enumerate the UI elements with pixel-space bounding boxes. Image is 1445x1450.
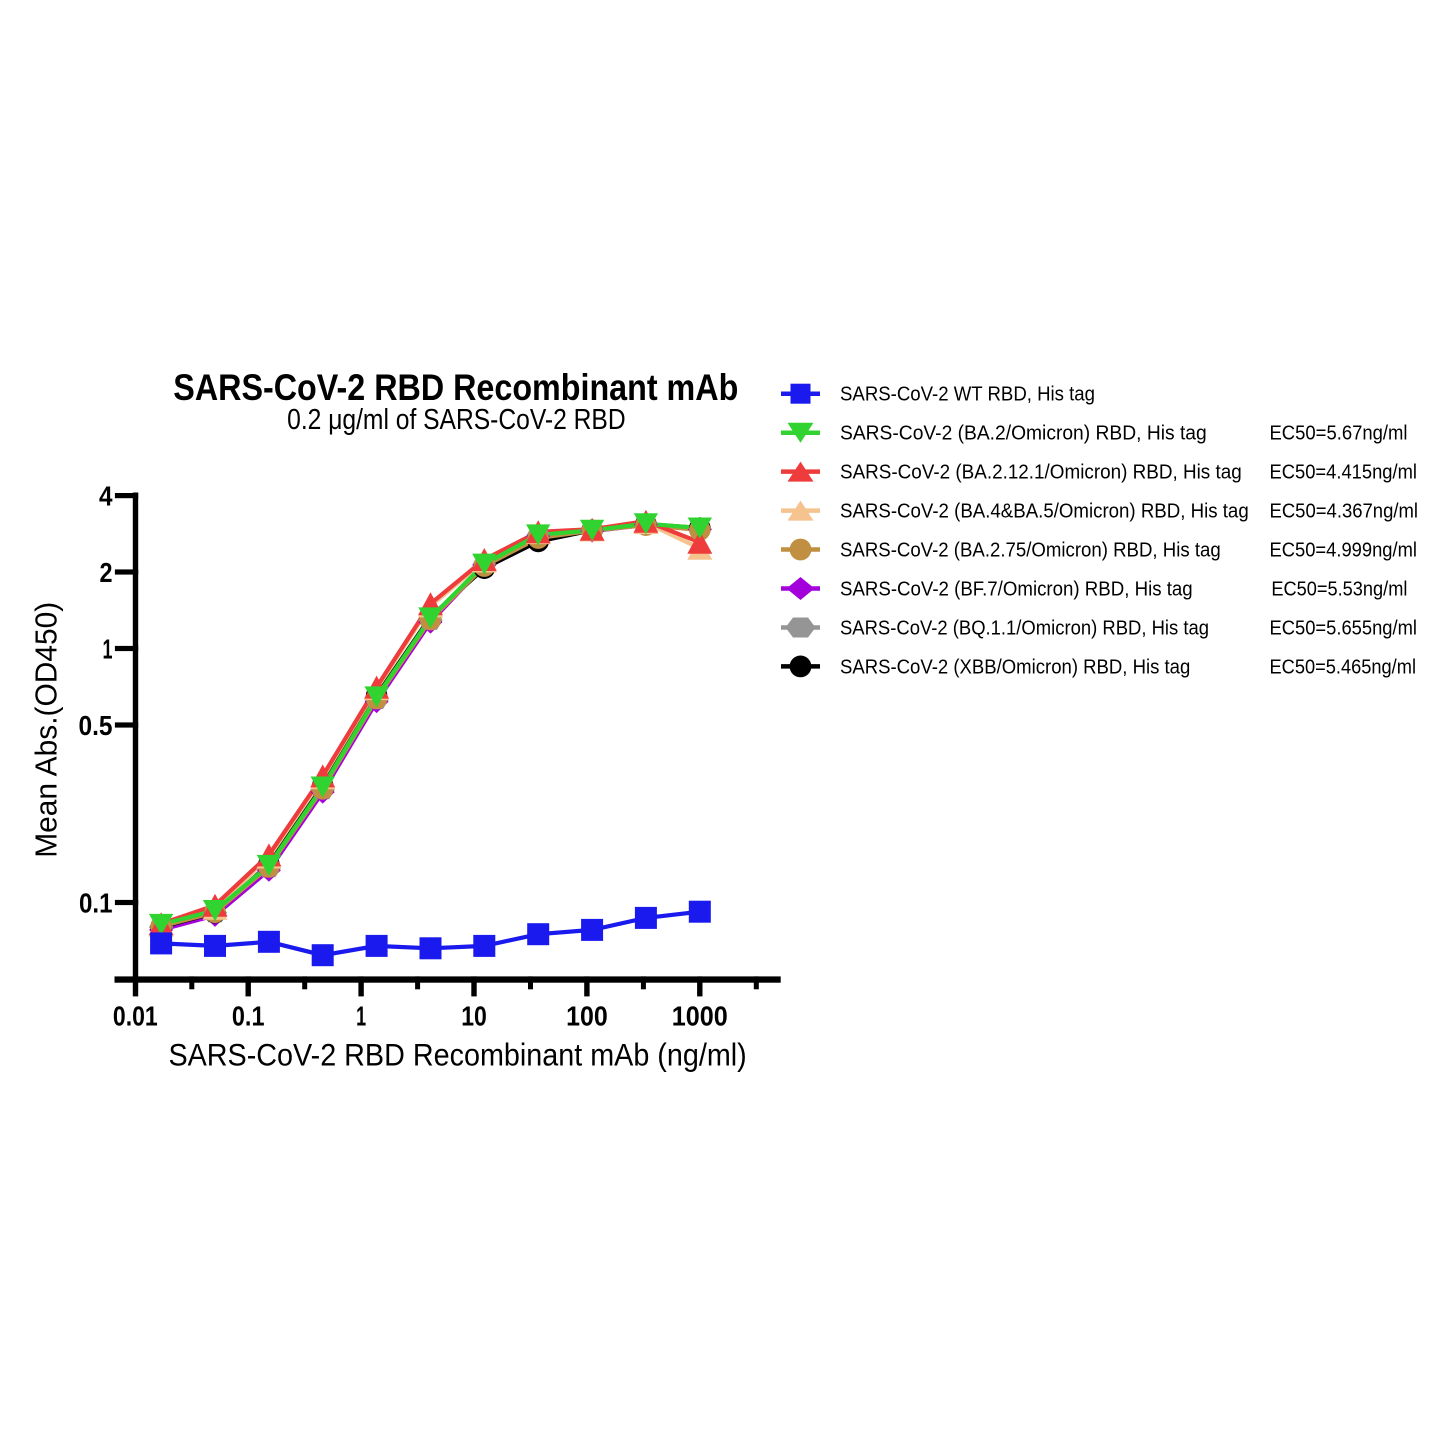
svg-text:SARS-CoV-2 (BA.2.75/Omicron) R: SARS-CoV-2 (BA.2.75/Omicron) RBD, His ta… <box>840 539 1221 562</box>
svg-text:SARS-CoV-2 RBD Recombinant mAb: SARS-CoV-2 RBD Recombinant mAb (ng/ml) <box>168 1036 746 1072</box>
svg-text:SARS-CoV-2 (XBB/Omicron) RBD,: SARS-CoV-2 (XBB/Omicron) RBD, His tag <box>840 655 1190 678</box>
svg-text:EC50=5.655ng/ml: EC50=5.655ng/ml <box>1270 617 1418 640</box>
svg-text:Mean Abs.(OD450): Mean Abs.(OD450) <box>29 602 64 858</box>
svg-text:SARS-CoV-2 (BA.4&BA.5/Omicron): SARS-CoV-2 (BA.4&BA.5/Omicron) RBD, His … <box>840 500 1249 523</box>
svg-text:EC50=5.465ng/ml: EC50=5.465ng/ml <box>1270 655 1417 678</box>
svg-text:1000: 1000 <box>672 1001 728 1032</box>
svg-text:EC50=5.53ng/ml: EC50=5.53ng/ml <box>1271 578 1407 601</box>
svg-text:0.5: 0.5 <box>79 710 113 741</box>
svg-text:SARS-CoV-2 (BA.2/Omicron) RBD,: SARS-CoV-2 (BA.2/Omicron) RBD, His tag <box>840 422 1207 445</box>
svg-text:SARS-CoV-2 (BQ.1.1/Omicron) RB: SARS-CoV-2 (BQ.1.1/Omicron) RBD, His tag <box>840 617 1209 640</box>
svg-text:SARS-CoV-2 WT RBD, His tag: SARS-CoV-2 WT RBD, His tag <box>840 383 1095 406</box>
svg-text:0.1: 0.1 <box>79 887 113 918</box>
svg-text:0.01: 0.01 <box>113 1001 158 1032</box>
svg-text:4: 4 <box>99 481 113 512</box>
svg-text:EC50=4.415ng/ml: EC50=4.415ng/ml <box>1270 461 1418 484</box>
svg-text:2: 2 <box>100 557 113 588</box>
svg-text:SARS-CoV-2 (BA.2.12.1/Omicron): SARS-CoV-2 (BA.2.12.1/Omicron) RBD, His … <box>840 461 1242 484</box>
svg-text:EC50=4.999ng/ml: EC50=4.999ng/ml <box>1270 539 1418 562</box>
svg-text:100: 100 <box>566 1001 608 1032</box>
svg-text:0.2 μg/ml of SARS-CoV-2 RBD: 0.2 μg/ml of SARS-CoV-2 RBD <box>287 404 626 436</box>
svg-text:1: 1 <box>356 1001 366 1032</box>
svg-text:EC50=5.67ng/ml: EC50=5.67ng/ml <box>1270 422 1408 445</box>
svg-text:10: 10 <box>461 1001 487 1032</box>
svg-text:SARS-CoV-2 (BF.7/Omicron) RBD,: SARS-CoV-2 (BF.7/Omicron) RBD, His tag <box>840 578 1193 601</box>
svg-text:EC50=4.367ng/ml: EC50=4.367ng/ml <box>1270 500 1419 523</box>
svg-text:0.1: 0.1 <box>232 1001 265 1032</box>
svg-text:SARS-CoV-2 RBD Recombinant mAb: SARS-CoV-2 RBD Recombinant mAb <box>173 366 738 408</box>
svg-text:1: 1 <box>103 633 113 664</box>
